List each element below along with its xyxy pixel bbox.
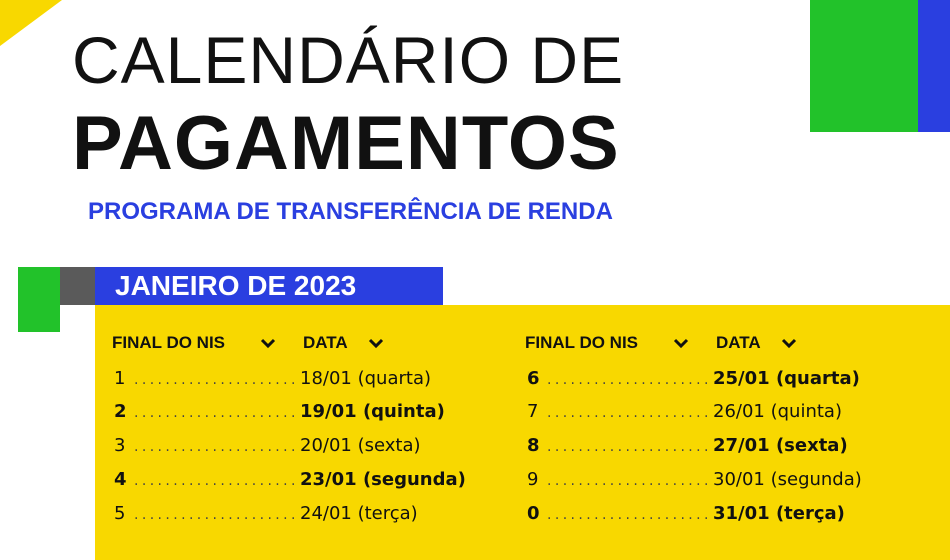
date: 23/01 (segunda) (300, 469, 466, 490)
nis: 5 (114, 503, 126, 524)
nis: 3 (114, 435, 126, 456)
green-accent (18, 267, 60, 332)
leader-dots: ........................................ (134, 507, 300, 523)
date: 25/01 (quarta) (713, 368, 860, 389)
nis: 0 (527, 503, 540, 524)
grey-accent (60, 267, 95, 305)
leader-dots: ........................................ (134, 372, 300, 388)
title-line1: CALENDÁRIO DE (72, 23, 625, 97)
leader-dots: ........................................ (134, 405, 300, 421)
subtitle: PROGRAMA DE TRANSFERÊNCIA DE RENDA (88, 198, 613, 225)
leader-dots: ........................................ (547, 507, 713, 523)
date: 18/01 (quarta) (300, 368, 431, 389)
leader-dots: ........................................ (134, 473, 300, 489)
leader-dots: ........................................ (547, 439, 713, 455)
corner-triangle (0, 0, 62, 46)
green-block (810, 0, 918, 132)
nis: 2 (114, 401, 127, 422)
blue-block (918, 0, 950, 132)
chevron (781, 338, 797, 349)
title-line2: PAGAMENTOS (72, 101, 620, 186)
nis: 6 (527, 368, 540, 389)
header-nis: FINAL DO NIS (112, 333, 226, 352)
leader-dots: ........................................ (547, 473, 713, 489)
header-date: DATA (716, 333, 761, 352)
date: 19/01 (quinta) (300, 401, 445, 422)
leader-dots: ........................................ (134, 439, 300, 455)
date: 31/01 (terça) (713, 503, 845, 524)
chevron (673, 338, 689, 349)
date: 27/01 (sexta) (713, 435, 848, 456)
nis: 4 (114, 469, 127, 490)
nis: 8 (527, 435, 540, 456)
header-nis: FINAL DO NIS (525, 333, 639, 352)
nis: 7 (527, 401, 539, 422)
date: 20/01 (sexta) (300, 435, 421, 456)
month-banner: JANEIRO DE 2023 (95, 267, 443, 305)
date: 30/01 (segunda) (713, 469, 862, 490)
leader-dots: ........................................ (547, 372, 713, 388)
date: 26/01 (quinta) (713, 401, 842, 422)
chevron (260, 338, 276, 349)
date: 24/01 (terça) (300, 503, 418, 524)
nis: 9 (527, 469, 539, 490)
nis: 1 (114, 368, 126, 389)
chevron (368, 338, 384, 349)
header-date: DATA (303, 333, 348, 352)
table-panel (95, 305, 950, 560)
leader-dots: ........................................ (547, 405, 713, 421)
